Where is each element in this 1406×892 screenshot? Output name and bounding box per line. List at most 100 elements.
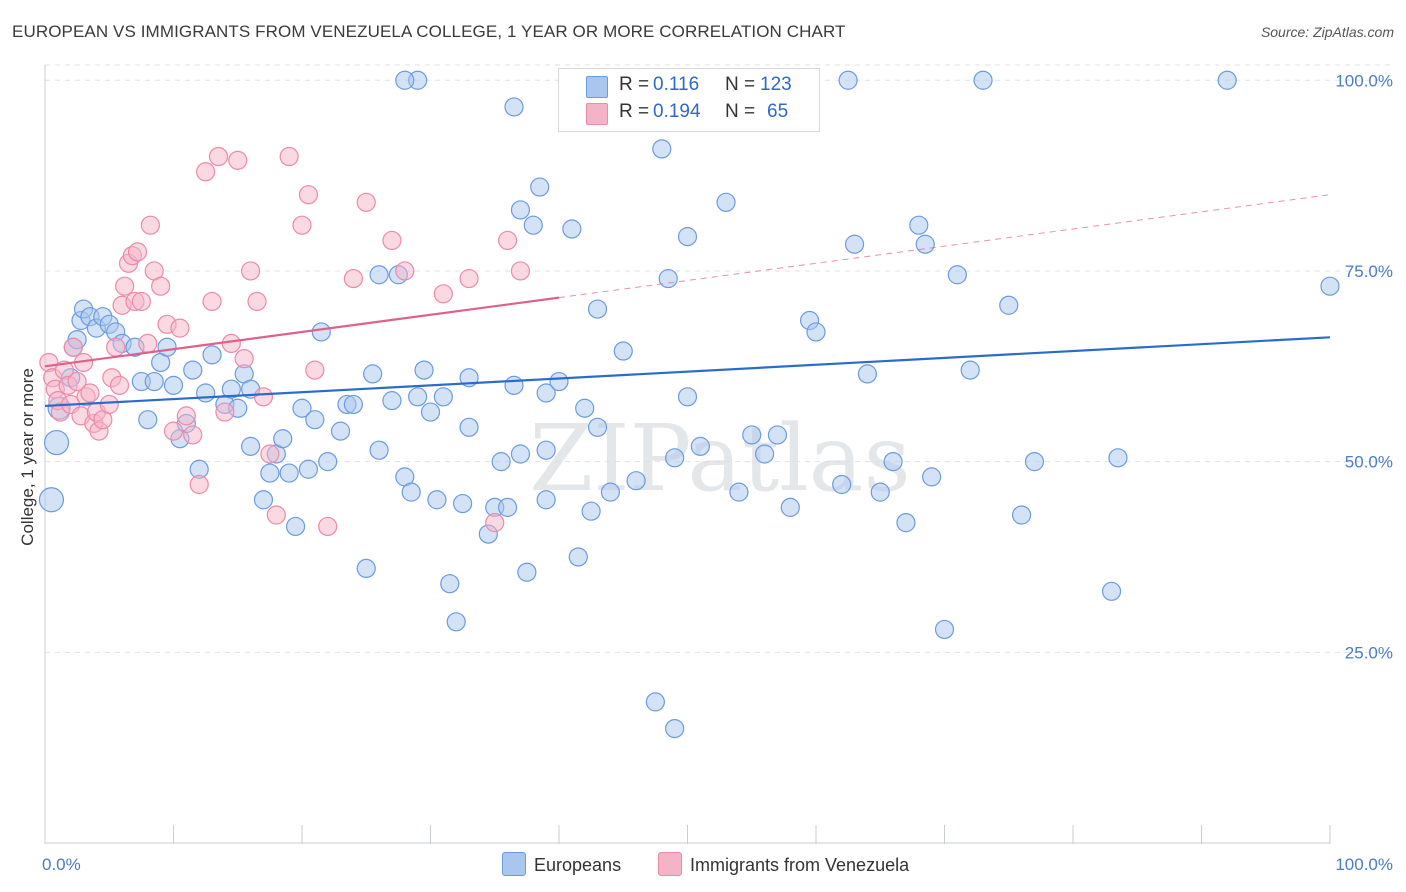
point-european bbox=[562, 219, 582, 239]
point-european bbox=[395, 70, 415, 90]
point-european bbox=[1024, 452, 1045, 472]
point-european bbox=[523, 215, 543, 235]
legend-item-europeans: Europeans bbox=[502, 852, 621, 876]
point-european bbox=[767, 425, 788, 445]
point-venezuela bbox=[343, 268, 363, 289]
point-european bbox=[253, 490, 274, 510]
point-european bbox=[202, 345, 222, 365]
point-venezuela bbox=[298, 185, 319, 205]
y-tick-label: 100.0% bbox=[1335, 71, 1393, 90]
point-european bbox=[530, 177, 550, 197]
trend-venezuela-solid bbox=[44, 296, 560, 368]
point-venezuela bbox=[382, 230, 402, 251]
point-european bbox=[510, 444, 531, 464]
point-venezuela bbox=[106, 337, 126, 357]
y-axis-label: College, 1 year or more bbox=[18, 368, 37, 546]
point-venezuela bbox=[151, 276, 171, 296]
trend-venezuela-dashed bbox=[558, 194, 1331, 299]
blue-swatch bbox=[586, 76, 608, 98]
point-venezuela bbox=[208, 146, 229, 167]
r-label: R = bbox=[619, 74, 650, 95]
point-european bbox=[356, 558, 376, 579]
n-value: 65 bbox=[767, 101, 789, 122]
point-venezuela bbox=[395, 261, 415, 281]
x-tick-max: 100.0% bbox=[1335, 855, 1393, 874]
point-european bbox=[292, 398, 312, 418]
point-european bbox=[260, 463, 280, 483]
point-european bbox=[934, 619, 955, 640]
point-venezuela bbox=[266, 505, 286, 525]
point-venezuela bbox=[138, 333, 158, 354]
point-european bbox=[279, 463, 299, 483]
point-european bbox=[716, 192, 736, 212]
point-european bbox=[43, 429, 70, 456]
point-venezuela bbox=[215, 402, 235, 422]
point-european bbox=[285, 516, 306, 537]
point-european bbox=[896, 513, 916, 533]
pink-swatch bbox=[658, 852, 682, 876]
point-european bbox=[498, 497, 518, 517]
point-european bbox=[382, 391, 402, 411]
point-european bbox=[652, 139, 672, 159]
point-european bbox=[453, 493, 473, 514]
x-tick-min: 0.0% bbox=[42, 855, 81, 874]
point-european bbox=[973, 70, 993, 90]
point-european bbox=[832, 474, 852, 495]
legend-label: Immigrants from Venezuela bbox=[690, 855, 910, 875]
point-venezuela bbox=[80, 383, 100, 403]
watermark: ZIPatlas bbox=[529, 405, 910, 512]
point-european bbox=[613, 341, 633, 361]
point-european bbox=[626, 471, 646, 491]
point-european bbox=[183, 360, 203, 380]
point-european bbox=[915, 234, 935, 254]
point-european bbox=[536, 440, 556, 460]
point-european bbox=[909, 215, 929, 235]
point-european bbox=[369, 440, 389, 460]
point-venezuela bbox=[63, 337, 83, 357]
point-european bbox=[446, 612, 466, 632]
point-venezuela bbox=[67, 371, 87, 392]
point-european bbox=[883, 452, 903, 472]
point-european bbox=[536, 383, 556, 403]
point-venezuela bbox=[356, 192, 376, 212]
y-tick-label: 75.0% bbox=[1345, 262, 1393, 281]
r-value: 0.194 bbox=[653, 101, 701, 122]
point-venezuela bbox=[279, 146, 299, 167]
point-european bbox=[369, 265, 389, 285]
point-venezuela bbox=[510, 261, 531, 281]
point-venezuela bbox=[183, 425, 203, 445]
y-tick-label: 25.0% bbox=[1345, 643, 1393, 662]
point-european bbox=[568, 547, 588, 567]
point-european bbox=[427, 490, 447, 510]
point-european bbox=[999, 295, 1019, 315]
chart-title: EUROPEAN VS IMMIGRANTS FROM VENEZUELA CO… bbox=[12, 22, 846, 41]
point-european bbox=[401, 482, 421, 502]
point-european bbox=[408, 387, 428, 407]
point-venezuela bbox=[459, 268, 479, 289]
point-venezuela bbox=[140, 215, 160, 235]
point-venezuela bbox=[189, 474, 209, 495]
point-venezuela bbox=[196, 162, 216, 182]
blue-swatch bbox=[502, 852, 526, 876]
point-european bbox=[729, 482, 749, 502]
point-venezuela bbox=[163, 421, 184, 441]
point-european bbox=[504, 97, 524, 117]
point-european bbox=[806, 322, 826, 342]
r-value: 0.116 bbox=[653, 74, 700, 95]
point-european bbox=[581, 501, 601, 521]
point-venezuela bbox=[234, 349, 254, 369]
point-venezuela bbox=[241, 261, 261, 281]
axes bbox=[44, 65, 1331, 844]
point-venezuela bbox=[109, 375, 130, 395]
point-european bbox=[504, 375, 524, 395]
point-european bbox=[510, 200, 531, 220]
point-european bbox=[677, 227, 698, 247]
point-european bbox=[420, 402, 441, 422]
trend-lines bbox=[44, 194, 1331, 408]
point-venezuela bbox=[260, 444, 280, 464]
point-european bbox=[645, 692, 665, 712]
point-european bbox=[517, 562, 537, 582]
point-european bbox=[575, 398, 595, 418]
point-european bbox=[587, 417, 608, 437]
point-european bbox=[536, 490, 556, 510]
